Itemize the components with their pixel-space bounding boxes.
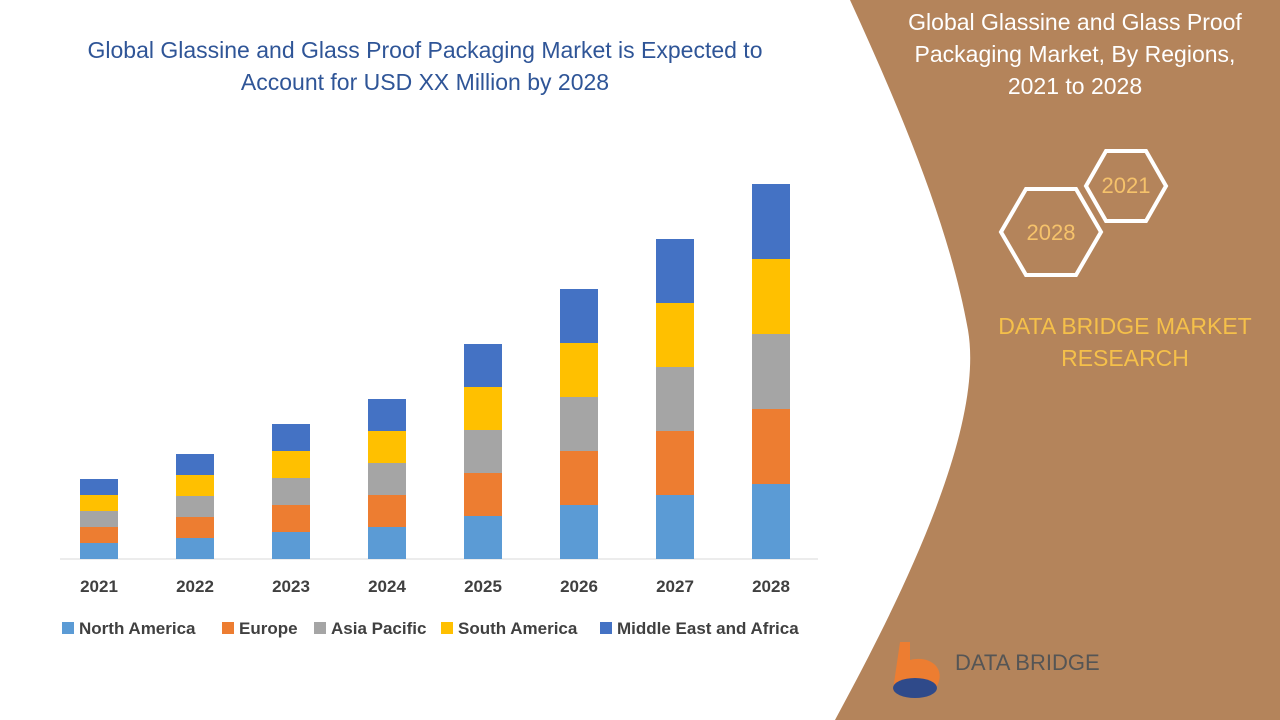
legend-swatch bbox=[222, 622, 234, 634]
bar-segment bbox=[272, 424, 310, 451]
bar-segment bbox=[464, 344, 502, 387]
bar-segment bbox=[560, 451, 598, 505]
bar-segment bbox=[752, 409, 790, 484]
bar-segment bbox=[80, 543, 118, 559]
panel-title: Global Glassine and Glass Proof Packagin… bbox=[908, 9, 1242, 99]
x-tick-label: 2022 bbox=[176, 577, 214, 596]
legend-label: Europe bbox=[239, 619, 298, 638]
logo-icon bbox=[893, 678, 937, 698]
x-tick-label: 2026 bbox=[560, 577, 598, 596]
legend-label: North America bbox=[79, 619, 196, 638]
bar-segment bbox=[176, 454, 214, 475]
bar-segment bbox=[272, 478, 310, 505]
bar-segment bbox=[80, 511, 118, 527]
bar-segment bbox=[272, 505, 310, 532]
x-tick-label: 2023 bbox=[272, 577, 310, 596]
x-tick-label: 2024 bbox=[368, 577, 406, 596]
bar-segment bbox=[368, 463, 406, 495]
chart-title: Global Glassine and Glass Proof Packagin… bbox=[87, 37, 763, 95]
bar-segment bbox=[560, 343, 598, 397]
legend-swatch bbox=[314, 622, 326, 634]
hexagon bbox=[1083, 149, 1169, 223]
x-tick-label: 2027 bbox=[656, 577, 694, 596]
bar-segment bbox=[560, 505, 598, 559]
bar-segment bbox=[368, 495, 406, 527]
bar-segment bbox=[464, 430, 502, 473]
logo-text: DATA BRIDGE bbox=[955, 650, 1100, 675]
bar-segment bbox=[656, 303, 694, 367]
legend-label: Middle East and Africa bbox=[617, 619, 799, 638]
bar-segment bbox=[656, 495, 694, 559]
x-tick-label: 2028 bbox=[752, 577, 790, 596]
bar-segment bbox=[176, 475, 214, 496]
legend-label: Asia Pacific bbox=[331, 619, 426, 638]
bar-segment bbox=[80, 527, 118, 543]
bar-segment bbox=[752, 184, 790, 259]
bar-segment bbox=[656, 431, 694, 495]
legend-label: South America bbox=[458, 619, 578, 638]
hexagon bbox=[998, 187, 1104, 277]
bar-segment bbox=[464, 387, 502, 430]
legend-swatch bbox=[62, 622, 74, 634]
bar-segment bbox=[176, 517, 214, 538]
bar-segment bbox=[656, 367, 694, 431]
bar-segment bbox=[464, 516, 502, 559]
bar-segment bbox=[560, 397, 598, 451]
x-tick-label: 2021 bbox=[80, 577, 118, 596]
bar-segment bbox=[272, 451, 310, 478]
bar-segment bbox=[176, 496, 214, 517]
bar-segment bbox=[752, 259, 790, 334]
bar-segment bbox=[368, 399, 406, 431]
hex-label: 2021 bbox=[1102, 173, 1151, 198]
bar-segment bbox=[464, 473, 502, 516]
bar-segment bbox=[80, 495, 118, 511]
legend-swatch bbox=[441, 622, 453, 634]
bar-segment bbox=[560, 289, 598, 343]
hex-label: 2028 bbox=[1027, 220, 1076, 245]
bar-segment bbox=[752, 484, 790, 559]
bar-segment bbox=[752, 334, 790, 409]
side-panel bbox=[835, 0, 1280, 720]
bar-segment bbox=[80, 479, 118, 495]
bar-segment bbox=[368, 527, 406, 559]
bar-segment bbox=[176, 538, 214, 559]
legend-swatch bbox=[600, 622, 612, 634]
brand: DATA BRIDGE MARKET RESEARCH bbox=[998, 313, 1252, 371]
bar-segment bbox=[368, 431, 406, 463]
x-tick-label: 2025 bbox=[464, 577, 502, 596]
bar-segment bbox=[656, 239, 694, 303]
bar-segment bbox=[272, 532, 310, 559]
